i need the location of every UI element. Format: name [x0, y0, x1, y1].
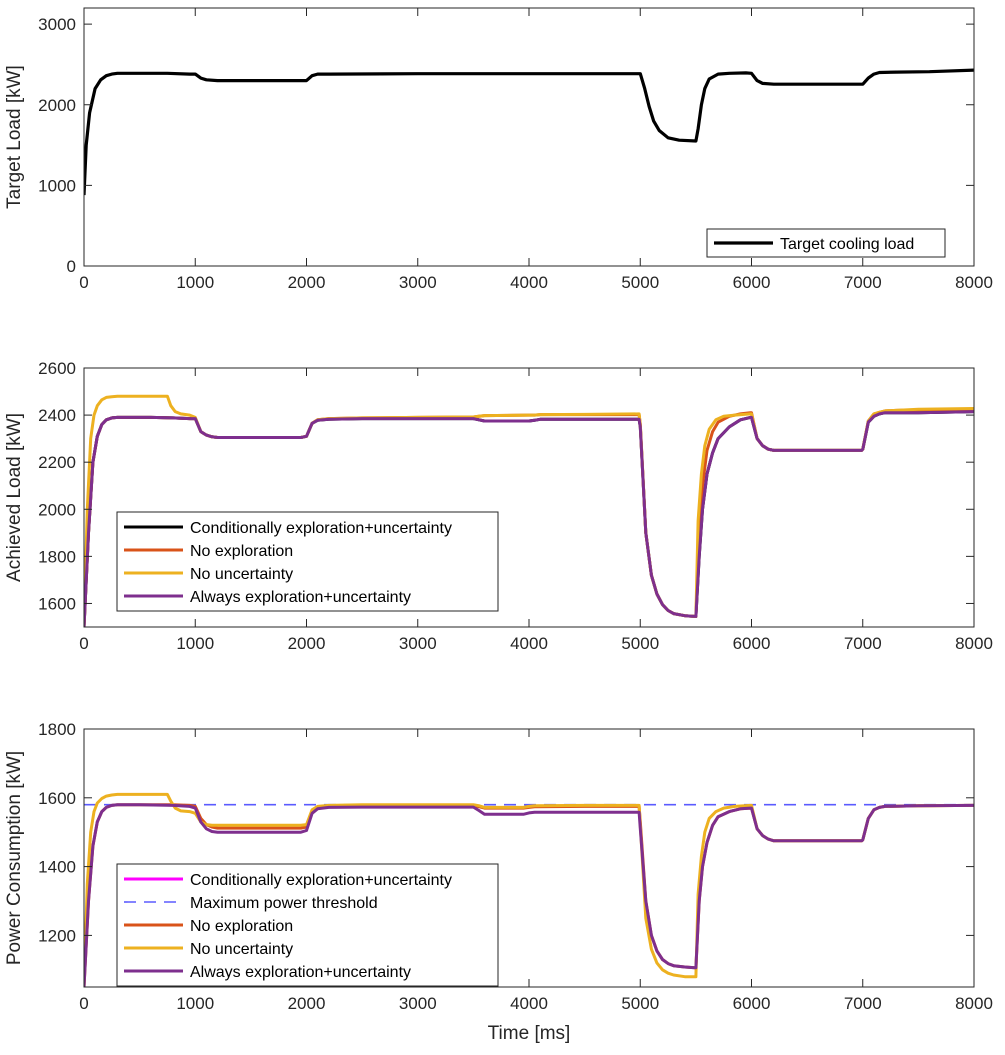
legend-label: No exploration: [190, 918, 293, 935]
x-tick-label: 2000: [288, 634, 326, 653]
legend-label: Conditionally exploration+uncertainty: [190, 872, 452, 889]
x-tick-label: 0: [79, 273, 88, 292]
legend-label: Maximum power threshold: [190, 895, 378, 912]
panel-2: 0 1000 2000 3000 4000 5000 6000 7000 8000 1600 180…: [4, 359, 993, 653]
y-axis-label: Achieved Load [kW]: [4, 413, 25, 582]
legend-label: Always exploration+uncertainty: [190, 964, 411, 981]
y-tick-label: 0: [67, 257, 76, 276]
x-axis-label: Time [ms]: [488, 1023, 571, 1044]
y-tick-label: 1600: [38, 594, 76, 613]
x-tick-label: 1000: [176, 634, 214, 653]
y-tick-label: 1400: [38, 858, 76, 877]
y-tick-label: 1600: [38, 789, 76, 808]
x-tick-label: 7000: [844, 634, 882, 653]
x-tick-label: 1000: [176, 273, 214, 292]
y-tick-label: 1800: [38, 720, 76, 739]
y-axis-label: Power Consumption [kW]: [4, 751, 25, 965]
y-tick-label: 2200: [38, 453, 76, 472]
x-tick-label: 6000: [733, 634, 771, 653]
legend: Conditionally exploration+uncertainty Max…: [116, 863, 499, 987]
x-tick-label: 8000: [955, 634, 993, 653]
plot-area: [84, 68, 974, 196]
y-axis-label: Target Load [kW]: [4, 65, 25, 209]
legend-label: Target cooling load: [780, 236, 914, 253]
legend-label: No uncertainty: [190, 941, 293, 958]
legend-label: Conditionally exploration+uncertainty: [190, 520, 452, 537]
x-tick-label: 5000: [621, 994, 659, 1013]
x-tick-label: 8000: [955, 273, 993, 292]
y-tick-label: 2000: [38, 500, 76, 519]
legend-label: No exploration: [190, 543, 293, 560]
legend: Target cooling load: [706, 228, 946, 258]
x-tick-label: 8000: [955, 994, 993, 1013]
panel-1: 0 1000 2000 3000 4000 5000 6000 7000 8000 0 1000 20…: [4, 7, 993, 292]
legend: Conditionally exploration+uncertainty No …: [116, 511, 499, 612]
series-line-5: [84, 803, 974, 987]
x-tick-label: 3000: [399, 634, 437, 653]
y-tick-label: 1200: [38, 926, 76, 945]
x-tick-label: 2000: [288, 273, 326, 292]
y-tick-label: 2400: [38, 406, 76, 425]
y-tick-label: 2600: [38, 359, 76, 378]
series-line-4: [84, 410, 974, 627]
x-tick-label: 1000: [176, 994, 214, 1013]
x-tick-label: 5000: [621, 273, 659, 292]
x-tick-label: 5000: [621, 634, 659, 653]
x-tick-label: 0: [79, 994, 88, 1013]
axes-box: [83, 7, 975, 267]
y-tick-label: 2000: [38, 96, 76, 115]
x-tick-label: 4000: [510, 994, 548, 1013]
x-tick-label: 4000: [510, 634, 548, 653]
plot-area: [84, 394, 974, 627]
x-tick-label: 0: [79, 634, 88, 653]
x-tick-label: 2000: [288, 994, 326, 1013]
x-tick-label: 6000: [733, 273, 771, 292]
legend-label: No uncertainty: [190, 566, 293, 583]
y-tick-label: 1800: [38, 547, 76, 566]
legend-label: Always exploration+uncertainty: [190, 589, 411, 606]
panel-3: 0 1000 2000 3000 4000 5000 6000 7000 8000 1200 140…: [4, 720, 993, 1044]
series-line-1: [84, 68, 974, 196]
x-tick-label: 4000: [510, 273, 548, 292]
x-tick-label: 7000: [844, 273, 882, 292]
y-tick-label: 3000: [38, 15, 76, 34]
x-tick-label: 7000: [844, 994, 882, 1013]
x-tick-label: 3000: [399, 273, 437, 292]
plot-area: [84, 792, 974, 987]
y-tick-label: 1000: [38, 176, 76, 195]
x-tick-label: 6000: [733, 994, 771, 1013]
x-tick-label: 3000: [399, 994, 437, 1013]
